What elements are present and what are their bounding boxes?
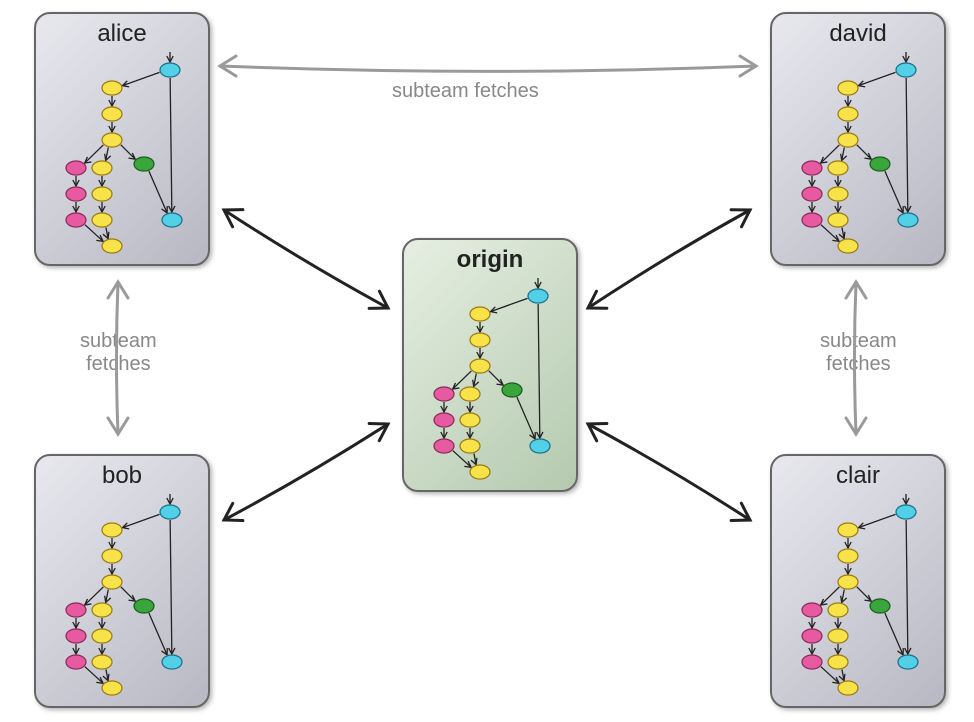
commit-graph [40, 48, 200, 258]
commit-graph [776, 490, 936, 700]
label-top: subteam fetches [392, 80, 539, 103]
repo-title-david: david [772, 20, 944, 48]
repo-title-clair: clair [772, 462, 944, 490]
commit-graph [776, 48, 936, 258]
repo-title-alice: alice [36, 20, 208, 48]
commit-graph [408, 274, 568, 484]
repo-title-bob: bob [36, 462, 208, 490]
label-right: subteam fetches [820, 330, 897, 376]
repo-title-origin: origin [404, 246, 576, 274]
label-left: subteam fetches [80, 330, 157, 376]
commit-graph [40, 490, 200, 700]
